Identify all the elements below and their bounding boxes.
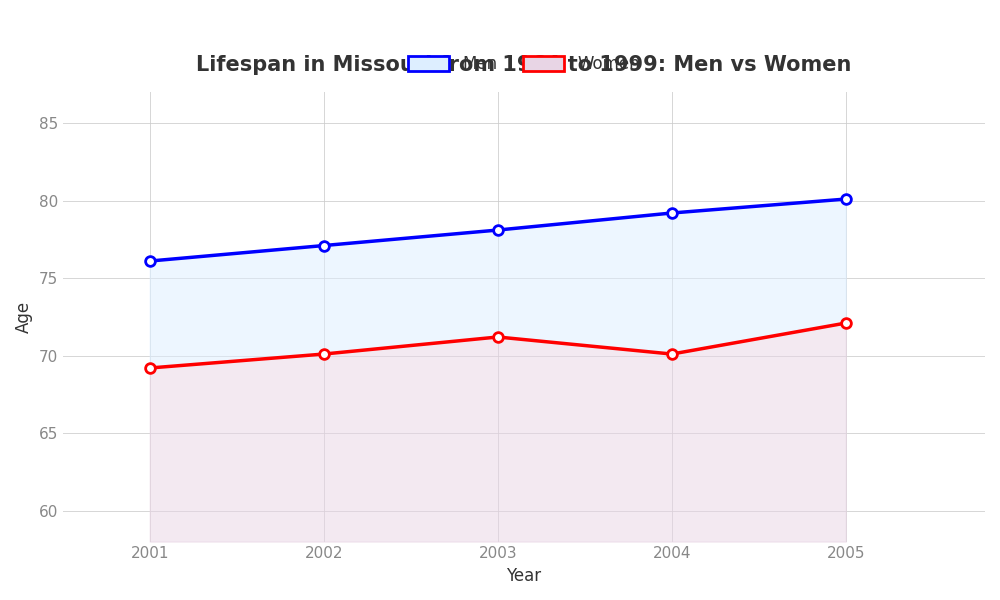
X-axis label: Year: Year: [506, 567, 541, 585]
Title: Lifespan in Missouri from 1964 to 1999: Men vs Women: Lifespan in Missouri from 1964 to 1999: …: [196, 55, 852, 75]
Y-axis label: Age: Age: [15, 301, 33, 333]
Legend: Men, Women: Men, Women: [399, 47, 649, 81]
